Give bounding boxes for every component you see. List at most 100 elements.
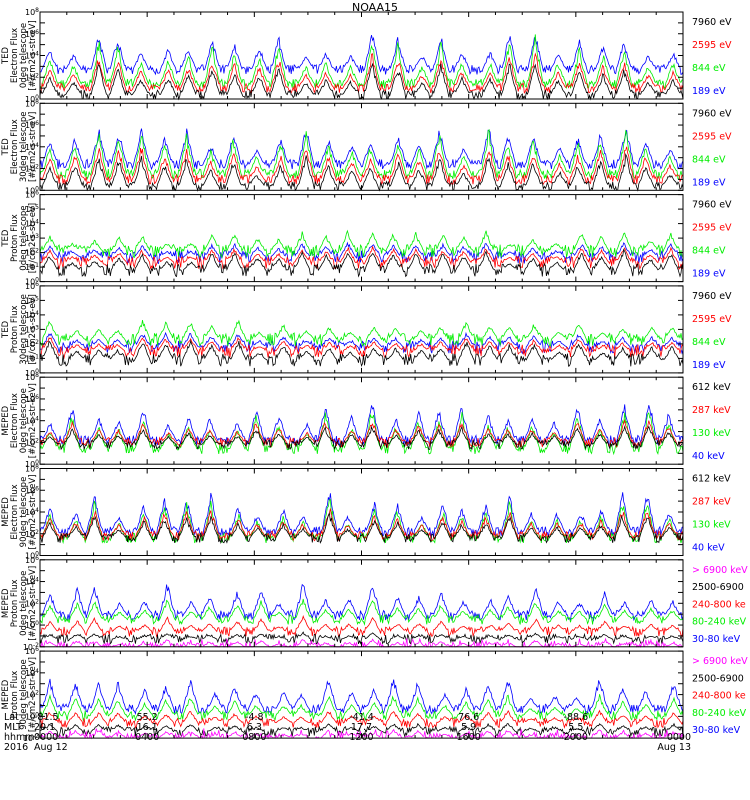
legend-item: 189 eV [692,177,726,188]
legend-item: 80-240 keV [692,617,747,628]
y-tick-label: 105 [25,295,39,305]
y-tick-label: 102 [25,339,39,349]
y-axis-label-line: [#/cm2-s-str-eV] [28,294,38,364]
series-green [39,412,684,456]
legend-item: 130 keV [692,520,731,531]
legend-item: 612 keV [692,474,731,485]
time-axis-mlt: 20.1 [34,722,55,733]
legend-item: 240-800 ke [692,691,746,702]
time-axis-row-label: hhmm [4,732,35,743]
time-axis-lat: 76.6 [458,712,479,723]
legend-item: 189 eV [692,360,726,371]
y-axis-label-line: 0deg telescope [19,23,29,88]
time-axis-lat: -4.8 [245,712,264,723]
series-red [39,337,684,360]
y-tick-label: 100 [25,277,39,287]
y-axis-label-line: Proton Flux [10,306,20,354]
series-blue [39,241,684,265]
series-black [39,425,684,451]
series-black [39,512,684,545]
y-tick-label: 10-2 [23,733,39,743]
y-tick-label: 103 [25,233,39,243]
y-axis-label-line: Proton Flux [10,671,20,719]
panel-frame [39,376,684,465]
time-axis-hhmm: 0000 [34,732,58,743]
panel-1: 100 102 104 106 108 TED Electron Flux 0deg tele… [1,7,732,104]
y-tick-label: 104 [25,219,39,229]
y-axis-label-line: Electron Flux [10,484,20,539]
y-axis-label-line: 90deg telescope [19,477,29,548]
y-axis-label: MEPED Proton Flux 90deg telescope [#/cm2-s-… [1,657,38,732]
series-red [39,709,684,729]
series-black [39,631,684,646]
legend-item: > 6900 keV [692,656,748,667]
time-axis-hhmm: 1600 [457,732,481,743]
time-axis-lat: 55.2 [137,712,158,723]
y-tick-label: 106 [25,29,39,39]
y-tick-label: 104 [25,51,39,61]
y-tick-label: 106 [25,555,39,565]
time-axis-hhmm: 0400 [135,732,159,743]
y-tick-label: 104 [25,668,39,678]
series-red [39,508,684,542]
legend-item: 844 eV [692,246,726,257]
y-tick-label: 100 [25,620,39,630]
y-tick-label: 104 [25,507,39,517]
series-blue [39,128,684,171]
y-axis-label-line: Proton Flux [10,214,20,262]
series-blue [39,35,684,76]
y-axis-label-line: 0deg telescope [19,388,29,453]
y-tick-label: 100 [25,185,39,195]
legend-item: 40 keV [692,543,725,554]
y-tick-label: 101 [25,262,39,272]
legend-item: 7960 eV [692,17,732,28]
y-axis-label-line: [#/cm2-s-str-eV] [28,112,38,182]
legend-item: 612 keV [692,382,731,393]
panel-4: 100 101 102 103 104 105 106 TED Proton Flux 30deg… [1,281,732,378]
y-axis-label-line: Electron Flux [10,393,20,448]
y-axis-label: TED Electron Flux 30deg telescope [#/cm2-s-… [1,111,38,182]
time-axis-lat: -88.6 [564,712,589,723]
y-tick-label: 106 [25,120,39,130]
legend-item: 189 eV [692,269,726,280]
legend-item: 287 keV [692,405,731,416]
y-tick-label: 100 [25,711,39,721]
figure-title: NOAA15 [351,1,399,14]
legend-item: 7960 eV [692,108,732,119]
time-axis-hhmm: 2000 [564,732,588,743]
y-tick-label: 105 [25,204,39,214]
series-green [39,128,684,181]
time-axis-row-label: Lat [4,712,19,723]
y-axis-label-line: 0deg telescope [19,205,29,270]
y-axis-label-line: 30deg telescope [19,111,29,182]
y-axis-label-line: [#/cm2-s-str-keV] [28,475,38,550]
y-tick-label: 102 [25,598,39,608]
series-black [39,339,684,368]
y-axis-label-line: [#/cm2-s-str-keV] [28,566,38,641]
y-axis-label-line: 90deg telescope [19,659,29,730]
y-axis-label: TED Proton Flux 0deg telescope [#/cm2-s-str… [1,203,38,273]
series-blue [39,404,684,447]
panel-frame [39,285,684,374]
series-red [39,146,684,186]
y-tick-label: 100 [25,459,39,469]
legend-item: 2595 eV [692,40,732,51]
y-axis-label-line: TED [1,320,11,339]
time-axis-lat: -41.4 [349,712,374,723]
legend-item: 130 keV [692,428,731,439]
legend-item: 7960 eV [692,200,732,211]
series-blue [39,583,684,622]
legend-item: 40 keV [692,451,725,462]
y-axis-label-line: TED [1,46,11,65]
time-axis-row-label: MLT [4,722,22,733]
legend-item: 30-80 keV [692,634,741,645]
y-axis-label: MEPED Electron Flux 90deg telescope [#/cm2-… [1,475,38,550]
y-tick-label: 101 [25,353,39,363]
legend-item: 2500-6900 [692,582,744,593]
y-tick-label: 102 [25,437,39,447]
y-tick-label: 104 [25,416,39,426]
